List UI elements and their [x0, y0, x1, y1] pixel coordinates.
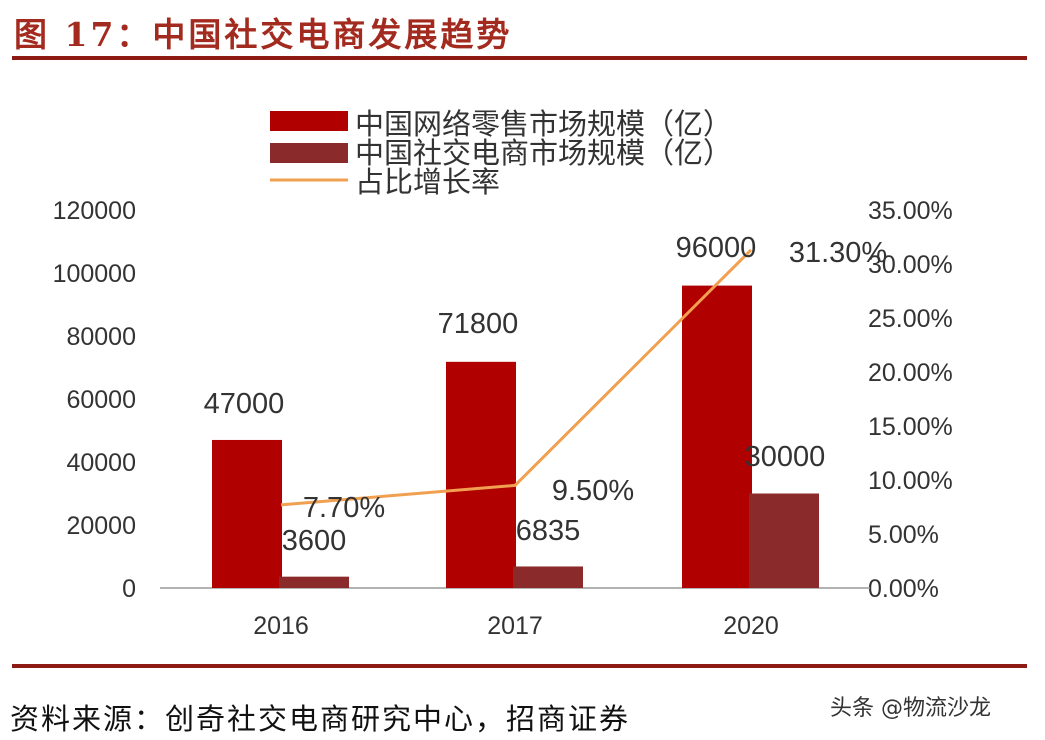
legend-swatch-retail [270, 111, 348, 131]
right-axis-tick: 35.00% [868, 197, 953, 225]
x-axis-tick: 2017 [487, 612, 543, 640]
right-axis-tick: 5.00% [868, 521, 939, 549]
left-axis-tick: 80000 [66, 323, 136, 351]
data-label-social: 6835 [516, 515, 581, 547]
source-note: 资料来源：创奇社交电商研究中心，招商证券 [10, 702, 631, 736]
left-axis-tick: 60000 [66, 386, 136, 414]
data-label-retail: 96000 [676, 232, 757, 264]
top-rule [12, 56, 1027, 60]
right-axis-tick: 25.00% [868, 305, 953, 333]
data-label-retail: 71800 [438, 308, 519, 340]
bar-retail [212, 439, 282, 588]
bottom-rule [12, 664, 1027, 668]
legend-label-ratio: 占比增长率 [355, 165, 500, 199]
data-label-ratio: 7.70% [303, 492, 385, 524]
data-label-ratio: 9.50% [552, 475, 634, 507]
data-label-social: 3600 [282, 525, 347, 557]
x-axis-tick: 2016 [253, 612, 309, 640]
figure-title: 图 17：中国社交电商发展趋势 [14, 15, 513, 54]
left-axis-tick: 0 [122, 575, 136, 603]
right-axis-tick: 15.00% [868, 413, 953, 441]
data-label-ratio: 31.30% [789, 237, 887, 269]
bar-social [279, 576, 349, 588]
watermark: 头条 @物流沙龙 [830, 696, 991, 721]
legend-label-social: 中国社交电商市场规模（亿） [355, 136, 732, 170]
data-label-retail: 47000 [204, 388, 285, 420]
legend-label-retail: 中国网络零售市场规模（亿） [355, 107, 732, 141]
right-axis-tick: 0.00% [868, 575, 939, 603]
left-axis-tick: 20000 [66, 512, 136, 540]
right-axis-tick: 20.00% [868, 359, 953, 387]
right-axis-tick: 10.00% [868, 467, 953, 495]
left-axis-tick: 100000 [53, 260, 136, 288]
bar-retail [682, 285, 752, 588]
x-axis-tick: 2020 [723, 612, 779, 640]
line-ratio [280, 248, 753, 507]
left-axis-tick: 120000 [53, 197, 136, 225]
bar-social [513, 566, 583, 588]
legend-swatch-social [270, 143, 348, 163]
left-axis-tick: 40000 [66, 449, 136, 477]
bar-social [749, 493, 819, 588]
data-label-social: 30000 [745, 441, 826, 473]
right-axis-tick: 30.00% [868, 251, 953, 279]
bar-retail [446, 361, 516, 588]
